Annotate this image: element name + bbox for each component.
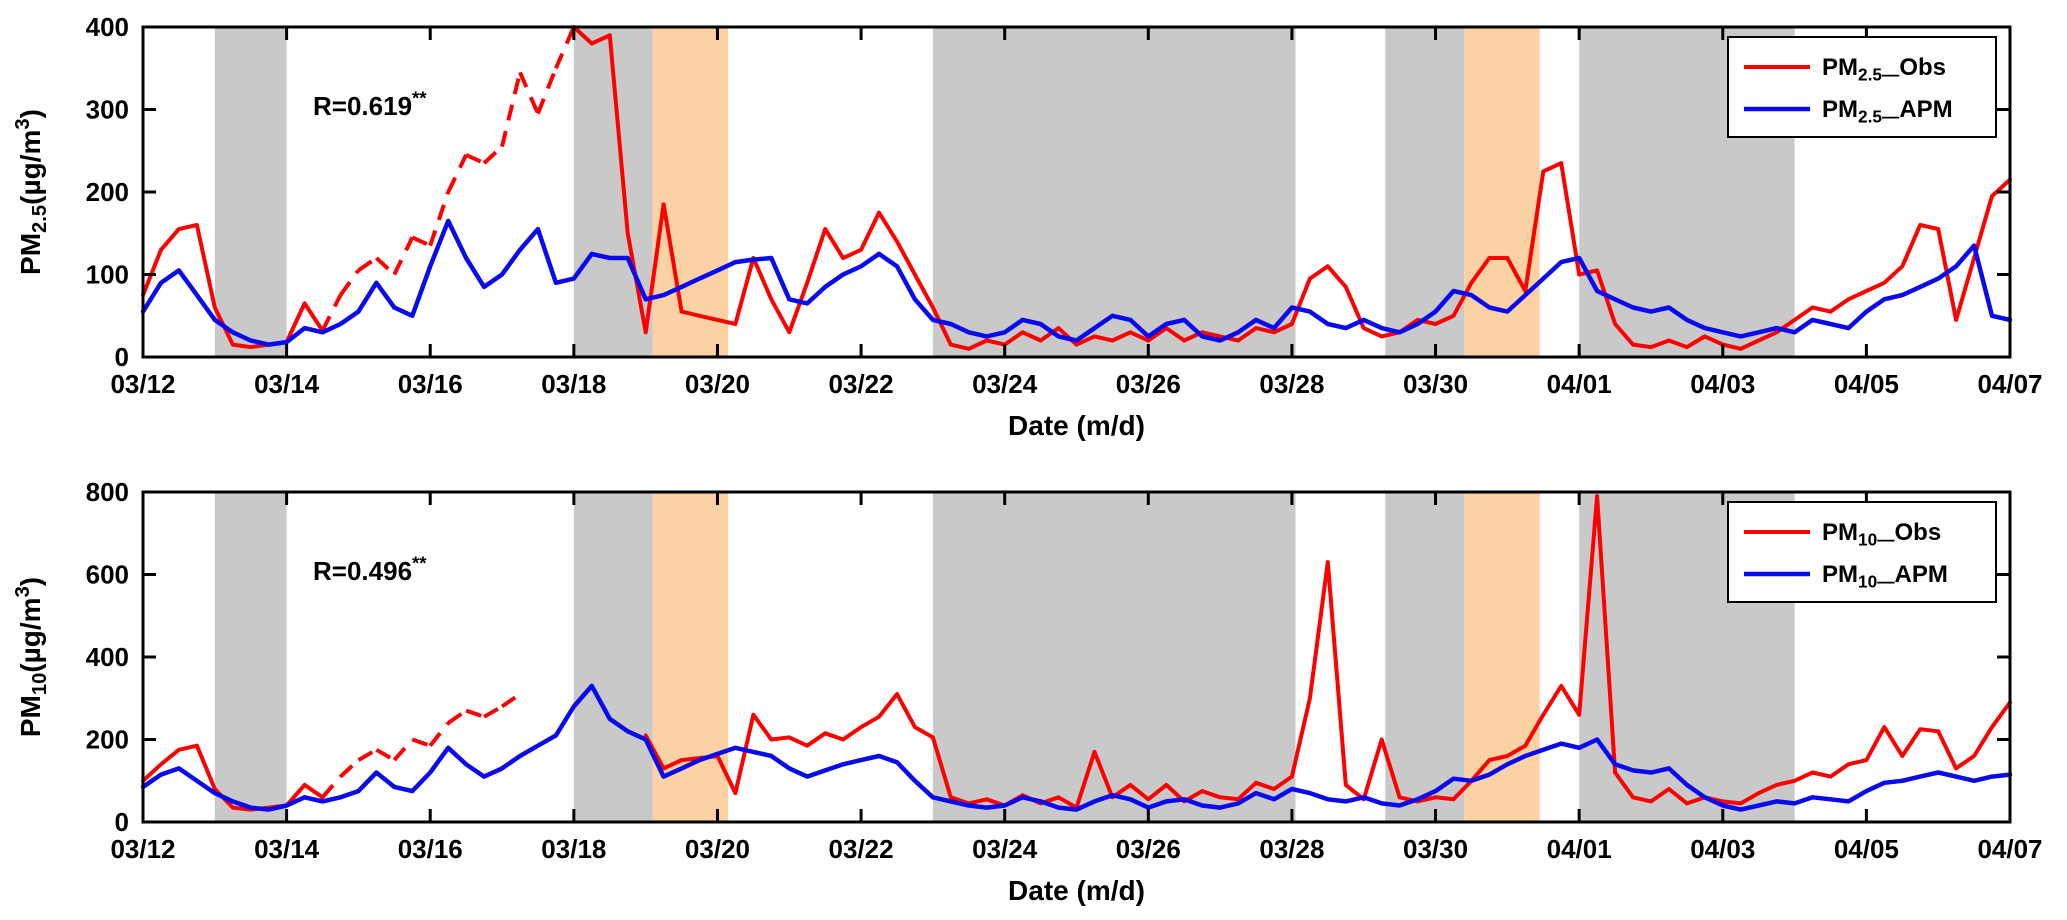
x-tick-label: 03/20: [685, 834, 750, 864]
x-tick-label: 04/01: [1547, 834, 1612, 864]
x-tick-label: 03/18: [541, 834, 606, 864]
pm25-legend: PM2.5—Obs PM2.5—APM: [1727, 36, 1997, 138]
pm10-y-axis-label: PM10(µg/m3): [12, 577, 51, 737]
legend-obs-label: PM10—Obs: [1822, 519, 1941, 549]
y-tick-label: 600: [86, 560, 129, 590]
shade-band-gray: [214, 27, 287, 357]
x-tick-label: 03/28: [1259, 369, 1324, 399]
y-tick-label: 0: [115, 342, 129, 372]
pm25-x-axis-label: Date (m/d): [1008, 410, 1145, 441]
x-tick-label: 03/28: [1259, 834, 1324, 864]
x-tick-label: 03/14: [254, 369, 320, 399]
x-tick-label: 03/14: [254, 834, 320, 864]
pm25-panel-group: 03/12 03/14 03/16 03/18 03/20 03/22 03/24 03/26…: [12, 12, 2043, 441]
shade-band-gray: [932, 492, 1296, 822]
legend-apm-label: PM10—APM: [1822, 561, 1948, 591]
x-tick-label: 04/07: [1977, 834, 2042, 864]
shade-band-gray: [573, 492, 653, 822]
x-tick-label: 03/22: [829, 369, 894, 399]
x-tick-label: 03/26: [1116, 369, 1181, 399]
x-tick-label: 03/12: [110, 369, 175, 399]
x-tick-label: 03/16: [398, 834, 463, 864]
pm10-obs-line-dashed: [320, 692, 522, 799]
shade-band-orange: [1464, 492, 1540, 822]
shade-band-gray: [932, 27, 1296, 357]
shade-band-orange: [652, 27, 729, 357]
x-tick-label: 03/16: [398, 369, 463, 399]
pm10-correlation-annotation: R=0.496**: [313, 553, 427, 586]
pm25-obs-line-dashed: [320, 26, 576, 332]
shade-band-orange: [1464, 27, 1540, 357]
legend-apm-label: PM2.5—APM: [1822, 96, 1953, 126]
y-tick-label: 100: [86, 260, 129, 290]
pm25-apm-line: [140, 218, 2013, 347]
y-tick-label: 200: [86, 177, 129, 207]
x-tick-label: 04/03: [1690, 834, 1755, 864]
x-tick-label: 03/12: [110, 834, 175, 864]
pm10-x-axis-label: Date (m/d): [1008, 875, 1145, 906]
x-tick-label: 04/05: [1834, 369, 1899, 399]
y-tick-label: 200: [86, 725, 129, 755]
pm10-panel-group: 03/12 03/14 03/16 03/18 03/20 03/22 03/24 03/26…: [12, 477, 2043, 906]
x-tick-label: 03/30: [1403, 834, 1468, 864]
x-tick-label: 03/30: [1403, 369, 1468, 399]
x-tick-label: 03/22: [829, 834, 894, 864]
x-tick-label: 04/05: [1834, 834, 1899, 864]
x-tick-label: 04/07: [1977, 369, 2042, 399]
shade-band-gray: [214, 492, 287, 822]
y-tick-label: 800: [86, 477, 129, 507]
legend-box: [1727, 501, 1997, 603]
pm25-correlation-annotation: R=0.619**: [313, 88, 427, 121]
y-tick-label: 300: [86, 95, 129, 125]
y-tick-label: 400: [86, 642, 129, 672]
x-tick-label: 03/26: [1116, 834, 1181, 864]
legend-box: [1727, 36, 1997, 138]
y-tick-label: 0: [115, 807, 129, 837]
pm10-legend: PM10—Obs PM10—APM: [1727, 501, 1997, 603]
x-tick-label: 03/24: [972, 834, 1038, 864]
pm25-obs-line: [141, 25, 2012, 351]
x-tick-label: 04/03: [1690, 369, 1755, 399]
x-tick-label: 03/18: [541, 369, 606, 399]
pm10-apm-line: [140, 683, 2013, 812]
shade-band-gray: [1385, 492, 1465, 822]
pm10-obs-line: [141, 494, 2012, 812]
x-tick-label: 04/01: [1547, 369, 1612, 399]
legend-obs-label: PM2.5—Obs: [1822, 54, 1946, 84]
shade-band-gray: [1385, 27, 1465, 357]
x-tick-label: 03/24: [972, 369, 1038, 399]
pm25-y-axis-label: PM2.5(µg/m3): [12, 109, 51, 275]
y-tick-label: 400: [86, 12, 129, 42]
x-tick-label: 03/20: [685, 369, 750, 399]
